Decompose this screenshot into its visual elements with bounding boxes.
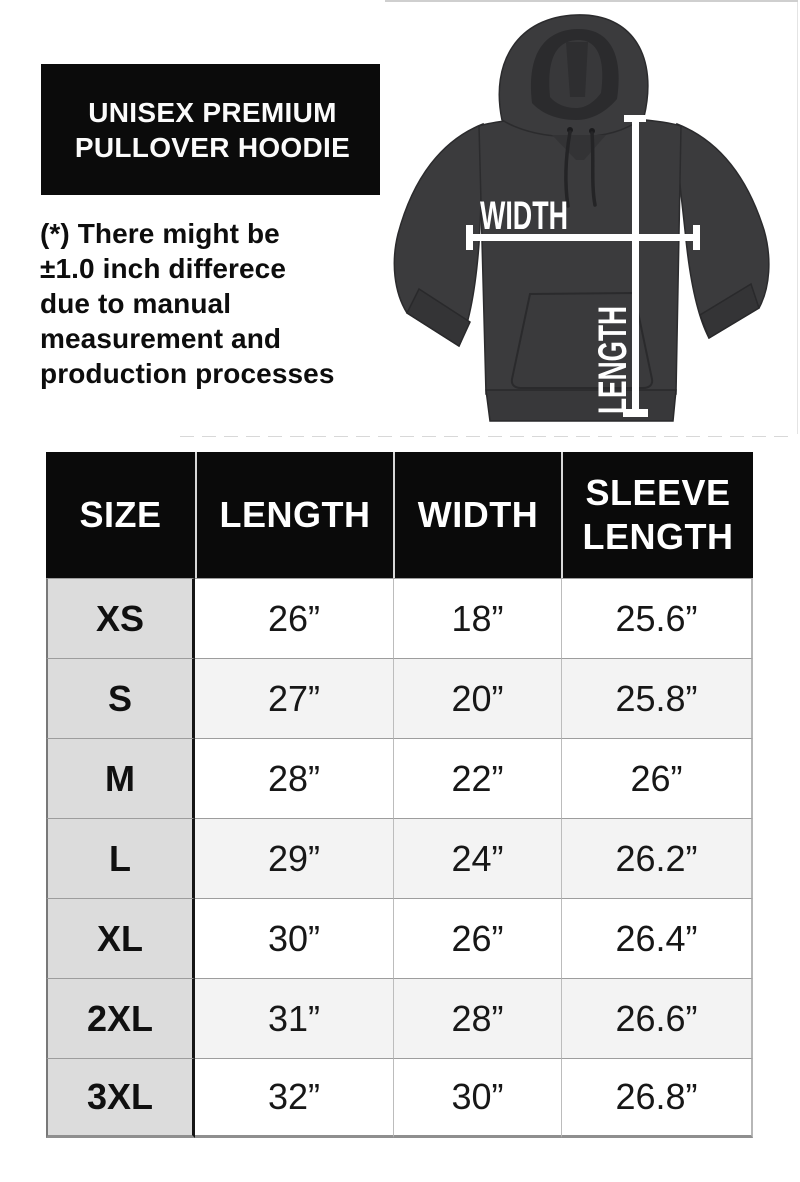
width-label: WIDTH bbox=[480, 194, 568, 238]
value-cell: 29” bbox=[195, 818, 393, 898]
length-arrow bbox=[623, 115, 648, 417]
value-cell: 30” bbox=[195, 898, 393, 978]
header-cell-width: WIDTH bbox=[393, 452, 561, 578]
size-cell: M bbox=[46, 738, 195, 818]
value-cell: 26.6” bbox=[561, 978, 753, 1058]
value-cell: 25.6” bbox=[561, 578, 753, 658]
width-arrow bbox=[466, 225, 700, 250]
photo-bottom-edge bbox=[180, 436, 795, 437]
product-banner: UNISEX PREMIUM PULLOVER HOODIE bbox=[41, 64, 384, 195]
value-cell: 30” bbox=[393, 1058, 561, 1138]
size-cell: XS bbox=[46, 578, 195, 658]
value-cell: 26” bbox=[561, 738, 753, 818]
value-cell: 26.8” bbox=[561, 1058, 753, 1138]
value-cell: 26” bbox=[195, 578, 393, 658]
hoodie-left-cuff bbox=[406, 287, 471, 348]
value-cell: 27” bbox=[195, 658, 393, 738]
value-cell: 26.4” bbox=[561, 898, 753, 978]
drawstring-left bbox=[564, 130, 572, 208]
value-cell: 18” bbox=[393, 578, 561, 658]
size-cell: 3XL bbox=[46, 1058, 195, 1138]
size-table: SIZE LENGTH WIDTH SLEEVE LENGTH XS 26” 18” 25.6… bbox=[46, 452, 753, 1138]
value-cell: 20” bbox=[393, 658, 561, 738]
value-cell: 28” bbox=[393, 978, 561, 1058]
size-cell: S bbox=[46, 658, 195, 738]
size-cell: L bbox=[46, 818, 195, 898]
hoodie-right-cuff bbox=[699, 282, 760, 340]
disclaimer-note: (*) There might be ±1.0 inch differece d… bbox=[40, 218, 335, 389]
value-cell: 26.2” bbox=[561, 818, 753, 898]
size-cell: XL bbox=[46, 898, 195, 978]
value-cell: 31” bbox=[195, 978, 393, 1058]
length-label: LENGTH bbox=[591, 306, 635, 414]
value-cell: 26” bbox=[393, 898, 561, 978]
value-cell: 32” bbox=[195, 1058, 393, 1138]
value-cell: 24” bbox=[393, 818, 561, 898]
header-cell-length: LENGTH bbox=[195, 452, 393, 578]
size-cell: 2XL bbox=[46, 978, 195, 1058]
value-cell: 22” bbox=[393, 738, 561, 818]
hoodie-illustration: WIDTH LENGTH bbox=[393, 14, 770, 422]
value-cell: 25.8” bbox=[561, 658, 753, 738]
product-title: UNISEX PREMIUM PULLOVER HOODIE bbox=[74, 96, 351, 163]
header-cell-size: SIZE bbox=[46, 452, 195, 578]
drawstring-right bbox=[590, 131, 597, 207]
hood-inner-slot bbox=[566, 42, 588, 97]
hoodie-photo: WIDTH LENGTH bbox=[180, 0, 800, 440]
header-cell-sleeve-length: SLEEVE LENGTH bbox=[561, 452, 753, 578]
photo-right-edge bbox=[797, 2, 798, 434]
value-cell: 28” bbox=[195, 738, 393, 818]
hoodie-pocket bbox=[510, 291, 654, 389]
photo-top-edge bbox=[385, 0, 798, 2]
